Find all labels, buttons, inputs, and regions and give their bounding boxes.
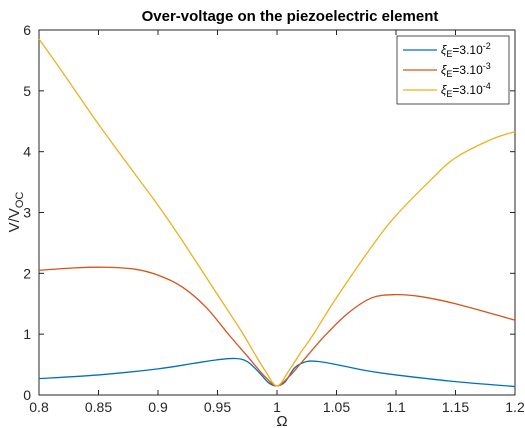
y-tick-label: 4 — [23, 144, 31, 160]
x-tick-label: 1.05 — [323, 399, 350, 415]
y-axis-label: V/VOC — [6, 192, 26, 233]
legend-label: ξE=3.10-4 — [441, 81, 491, 99]
x-tick-label: 1 — [273, 399, 281, 415]
y-tick-label: 5 — [23, 83, 31, 99]
x-tick-label: 0.85 — [85, 399, 112, 415]
y-tick-label: 1 — [23, 326, 31, 342]
legend-label: ξE=3.10-2 — [441, 41, 491, 59]
x-tick-label: 0.95 — [204, 399, 231, 415]
y-tick-label: 3 — [23, 205, 31, 221]
legend-label: ξE=3.10-3 — [441, 61, 491, 79]
y-axis-label-sub: OC — [14, 192, 26, 209]
chart-title: Over-voltage on the piezoelectric elemen… — [142, 8, 439, 25]
x-axis-ticks: 0.8 0.85 0.9 0.95 1 1.05 1.1 1.15 1.2 — [29, 30, 525, 415]
y-tick-label: 0 — [23, 387, 31, 403]
x-tick-label: 0.8 — [29, 399, 49, 415]
x-tick-label: 1.1 — [386, 399, 406, 415]
legend: ξE=3.10-2 ξE=3.10-3 ξE=3.10-4 — [396, 35, 510, 105]
series-line-2 — [38, 38, 516, 387]
x-tick-label: 0.9 — [148, 399, 168, 415]
y-axis-ticks: 0 1 2 3 4 5 6 — [23, 22, 515, 403]
y-tick-label: 6 — [23, 22, 31, 38]
y-axis-label-main: V/V — [6, 208, 23, 232]
series-lines — [38, 38, 516, 388]
series-line-1 — [38, 266, 516, 387]
y-tick-label: 2 — [23, 265, 31, 281]
x-tick-label: 1.15 — [442, 399, 469, 415]
x-tick-label: 1.2 — [505, 399, 525, 415]
x-axis-label: Ω — [276, 413, 287, 428]
